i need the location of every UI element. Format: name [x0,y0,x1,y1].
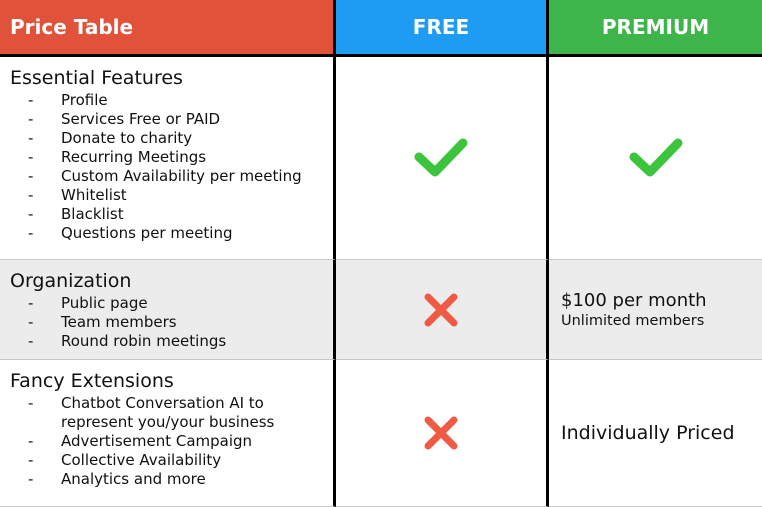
feature-list: - Profile - Services Free or PAID - Donate … [10,91,333,243]
feature-label: Chatbot Conversation AI to represent you… [61,394,275,431]
feature-label: Services Free or PAID [61,110,221,128]
dash: - [28,294,34,312]
free-organization-cell [336,260,549,360]
dash: - [28,470,34,488]
row-fancy-extensions: Fancy Extensions - Chatbot Conversation A… [0,360,336,507]
premium-essential-cell [549,57,762,260]
feature-label: Whitelist [61,186,127,204]
list-item: - Donate to charity [10,129,333,148]
feature-label: Questions per meeting [61,224,233,242]
premium-price: Individually Priced [561,422,735,444]
dash: - [28,110,34,128]
list-item: - Whitelist [10,186,333,205]
header-premium: PREMIUM [549,0,762,57]
feature-label: Analytics and more [61,470,206,488]
list-item: - Team members [10,313,333,332]
dash: - [28,394,34,412]
free-fancy-cell [336,360,549,507]
row-organization: Organization - Public page - Team members … [0,260,336,360]
header-free: FREE [336,0,549,57]
feature-label: Public page [61,294,148,312]
list-item: - Custom Availability per meeting [10,167,333,186]
list-item: - Public page [10,294,333,313]
premium-fancy-cell: Individually Priced [549,360,762,507]
list-item: - Round robin meetings [10,332,333,351]
cross-icon [424,416,458,450]
feature-label: Blacklist [61,205,124,223]
premium-price-note: Unlimited members [561,312,705,329]
group-title: Essential Features [10,67,183,89]
dash: - [28,186,34,204]
row-essential-features: Essential Features - Profile - Services Fr… [0,57,336,260]
list-item: - Services Free or PAID [10,110,333,129]
dash: - [28,205,34,223]
feature-label: Advertisement Campaign [61,432,253,450]
list-item: - Advertisement Campaign [10,432,333,451]
feature-label: Team members [61,313,177,331]
dash: - [28,313,34,331]
feature-list: - Public page - Team members - Round robin … [10,294,333,351]
dash: - [28,451,34,469]
feature-label: Custom Availability per meeting [61,167,302,185]
dash: - [28,332,34,350]
feature-label: Recurring Meetings [61,148,207,166]
feature-label: Profile [61,91,108,109]
dash: - [28,224,34,242]
dash: - [28,148,34,166]
cross-icon [424,293,458,326]
list-item: - Analytics and more [10,470,333,489]
list-item: - Collective Availability [10,451,333,470]
list-item: - Questions per meeting [10,224,333,243]
list-item: - Blacklist [10,205,333,224]
group-title: Organization [10,270,132,292]
dash: - [28,167,34,185]
checkmark-icon [414,138,468,177]
feature-label: Donate to charity [61,129,193,147]
checkmark-icon [629,138,682,177]
list-item: - Recurring Meetings [10,148,333,167]
premium-price: $100 per month [561,289,707,311]
dash: - [28,129,34,147]
feature-label: Collective Availability [61,451,222,469]
premium-organization-cell: $100 per month Unlimited members [549,260,762,360]
feature-list: - Chatbot Conversation AI to represent yo… [10,394,333,489]
free-essential-cell [336,57,549,260]
dash: - [28,432,34,450]
dash: - [28,91,34,109]
group-title: Fancy Extensions [10,370,174,392]
list-item: - Profile [10,91,333,110]
feature-label: Round robin meetings [61,332,227,350]
header-price-table: Price Table [0,0,336,57]
list-item: - Chatbot Conversation AI to represent yo… [10,394,333,432]
